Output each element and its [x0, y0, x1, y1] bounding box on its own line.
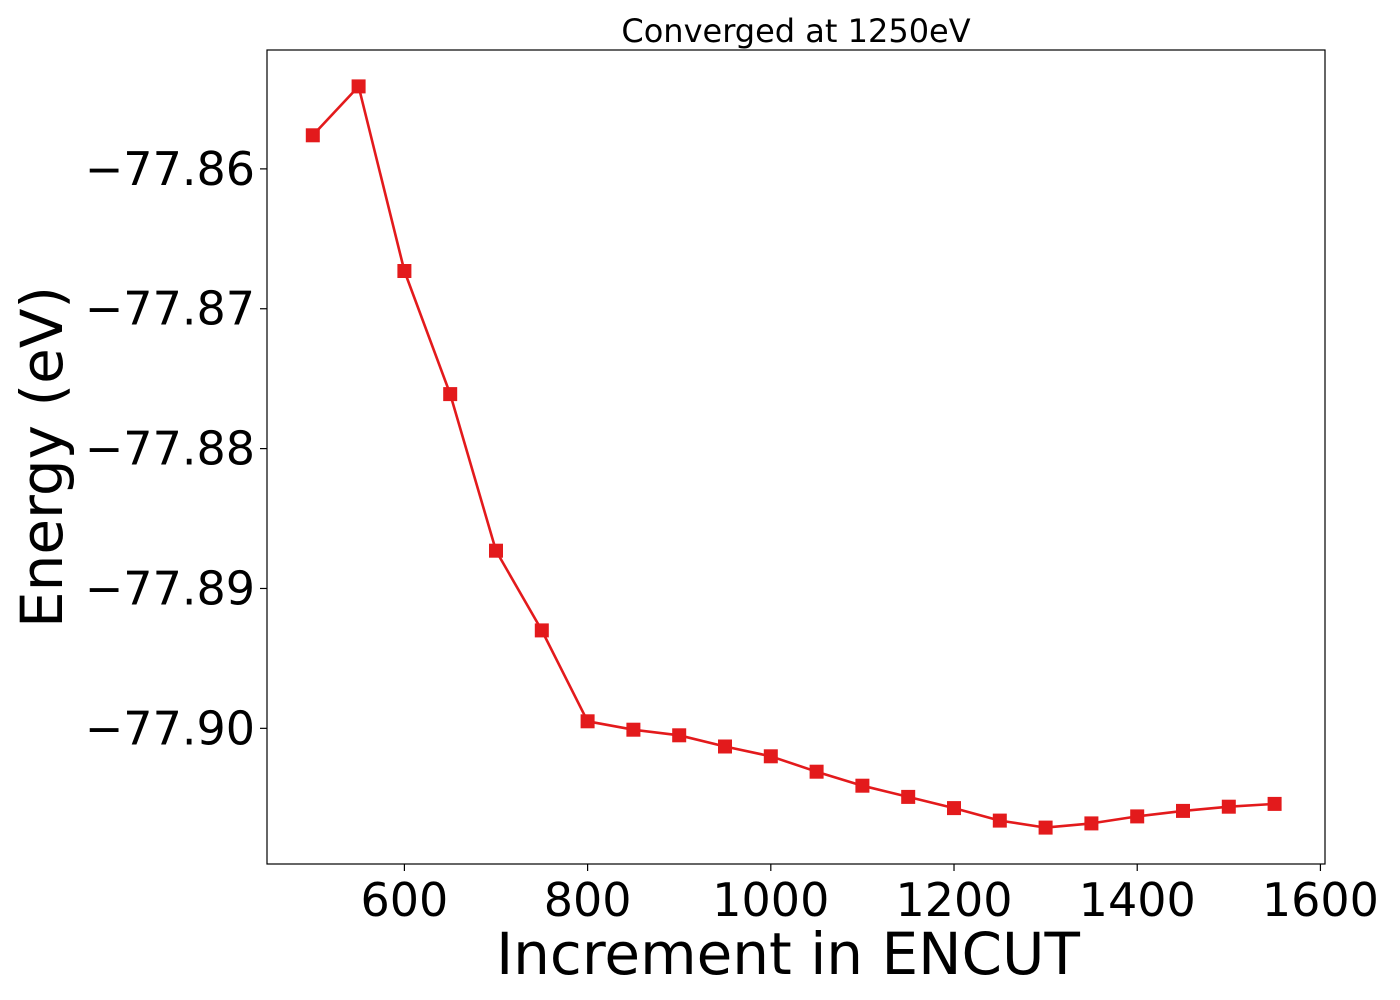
data-point	[718, 739, 732, 754]
data-point	[855, 778, 870, 793]
series-line	[311, 85, 1275, 829]
data-point	[305, 128, 320, 143]
data-point	[351, 79, 366, 94]
data-point	[992, 813, 1007, 828]
x-tick-label: 1600	[1262, 873, 1379, 927]
energy-series	[305, 79, 1282, 835]
data-point	[534, 623, 549, 638]
y-tick-label: −77.87	[85, 282, 255, 336]
y-tick-label: −77.88	[85, 422, 255, 476]
x-tick-label: 600	[360, 873, 448, 927]
x-tick-label: 1200	[895, 873, 1012, 927]
data-point	[489, 543, 503, 558]
x-tick-label: 800	[544, 873, 632, 927]
y-axis-label: Energy (eV)	[8, 286, 76, 628]
data-point	[1038, 820, 1053, 835]
y-tick-label: −77.86	[85, 142, 255, 196]
data-point	[947, 801, 961, 816]
data-point	[1130, 809, 1145, 824]
data-point	[1176, 803, 1190, 818]
x-tick-label: 1000	[712, 873, 829, 927]
y-axis: −77.86 −77.87 −77.88 −77.89 −77.90	[85, 142, 267, 755]
x-axis-label: Increment in ENCUT	[496, 920, 1080, 988]
data-point	[763, 749, 778, 764]
data-point	[901, 789, 916, 804]
data-point	[1084, 816, 1099, 831]
data-point	[1267, 796, 1282, 811]
data-point	[397, 264, 412, 278]
x-axis: 600 800 1000 1200 1400 1600	[360, 864, 1379, 927]
data-point	[809, 764, 824, 779]
data-point	[443, 387, 458, 402]
data-point	[672, 728, 687, 743]
y-tick-label: −77.90	[85, 701, 255, 755]
plot-area	[266, 49, 1326, 865]
data-point	[626, 722, 641, 737]
data-point	[580, 714, 595, 729]
y-tick-label: −77.89	[85, 561, 255, 615]
data-point	[1221, 799, 1236, 814]
chart-title: Converged at 1250eV	[621, 12, 970, 50]
x-tick-label: 1400	[1079, 873, 1196, 927]
